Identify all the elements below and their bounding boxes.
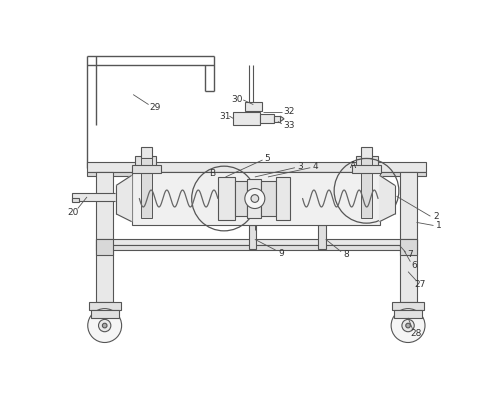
Bar <box>96 172 113 303</box>
Circle shape <box>99 320 111 332</box>
Text: B: B <box>208 168 215 178</box>
Bar <box>400 172 416 303</box>
Bar <box>400 239 416 255</box>
Text: 2: 2 <box>433 212 438 221</box>
Bar <box>361 158 372 218</box>
Circle shape <box>102 323 107 328</box>
Bar <box>132 165 161 173</box>
Circle shape <box>406 323 410 328</box>
Bar <box>87 162 426 172</box>
Text: 9: 9 <box>278 249 284 258</box>
Bar <box>361 147 372 158</box>
Text: 5: 5 <box>265 154 270 163</box>
Circle shape <box>251 195 259 202</box>
Polygon shape <box>280 116 284 122</box>
Text: A: A <box>350 161 356 170</box>
Bar <box>87 172 426 176</box>
Bar <box>247 179 261 218</box>
Bar <box>392 303 424 310</box>
Bar <box>352 165 381 173</box>
Text: 20: 20 <box>68 208 79 217</box>
Text: 4: 4 <box>313 162 319 171</box>
Bar <box>72 193 118 201</box>
Bar <box>235 181 247 216</box>
Text: 1: 1 <box>436 221 442 230</box>
Bar <box>245 102 262 112</box>
Bar <box>277 177 290 220</box>
Text: 30: 30 <box>231 96 242 104</box>
Bar <box>357 156 378 172</box>
Text: 28: 28 <box>411 329 422 338</box>
Bar <box>132 172 380 225</box>
Bar <box>96 239 416 245</box>
Bar <box>89 303 121 310</box>
Bar <box>248 225 257 249</box>
Text: 29: 29 <box>149 103 160 112</box>
Text: 31: 31 <box>219 112 231 120</box>
Bar <box>260 114 274 123</box>
Polygon shape <box>116 175 132 222</box>
Bar <box>72 198 79 202</box>
Circle shape <box>402 320 414 332</box>
Bar <box>141 147 152 158</box>
Text: 6: 6 <box>411 261 417 270</box>
Bar <box>394 310 422 318</box>
Text: 3: 3 <box>298 162 303 171</box>
Bar <box>233 112 260 125</box>
Bar <box>274 116 280 122</box>
Circle shape <box>88 309 122 343</box>
Text: 8: 8 <box>344 250 349 259</box>
Bar <box>141 158 152 218</box>
Text: 33: 33 <box>284 121 295 130</box>
Text: 27: 27 <box>415 280 426 289</box>
Bar <box>96 245 416 250</box>
Bar <box>91 310 119 318</box>
Bar <box>261 181 277 216</box>
Bar <box>318 225 326 249</box>
Bar <box>96 239 113 255</box>
Bar <box>135 156 156 172</box>
Circle shape <box>245 189 265 208</box>
Text: 32: 32 <box>284 107 295 116</box>
Circle shape <box>391 309 425 343</box>
Polygon shape <box>380 175 395 222</box>
Bar <box>218 177 235 220</box>
Text: 7: 7 <box>407 250 412 259</box>
